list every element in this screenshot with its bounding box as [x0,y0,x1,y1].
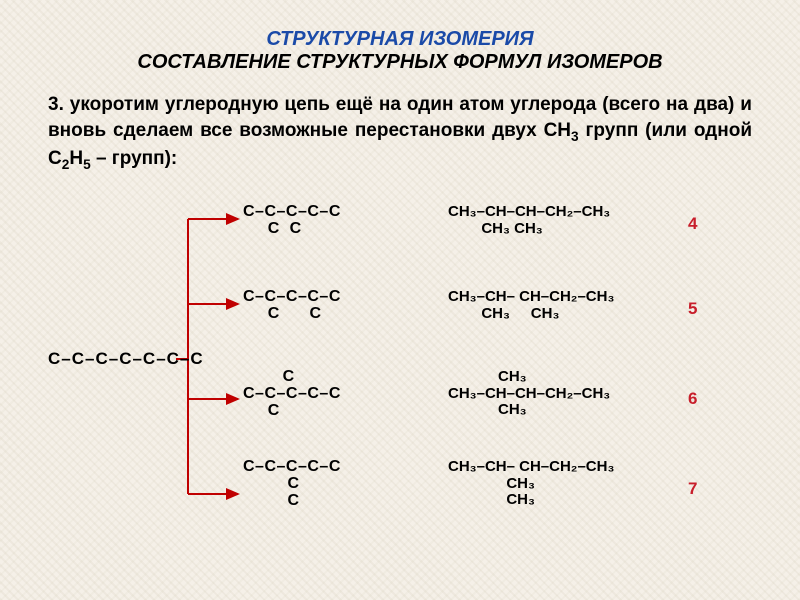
skeleton-2: C–C–C–C–C C C [243,289,341,323]
arrow-svg [48,194,800,554]
formula-1: CH₃–CH–CH–CH₂–CH₃ CH₃ CH₃ [448,204,610,237]
body-mid2: H [69,148,83,169]
skeleton-1: C–C–C–C–C C C [243,204,341,238]
skeleton-3: C C–C–C–C–C C [243,369,341,419]
formula-3: CH₃ CH₃–CH–CH–CH₂–CH₃ CH₃ [448,369,610,419]
body-paragraph: 3. укоротим углеродную цепь ещё на один … [48,92,752,174]
isomer-number-4: 4 [688,214,697,234]
title-block: СТРУКТУРНАЯ ИЗОМЕРИЯ СОСТАВЛЕНИЕ СТРУКТУ… [48,28,752,74]
diagram-area: C–C–C–C–C–C–C C–C–C–C–C C C C–C–C–C–C C … [48,194,752,534]
formula-2: CH₃–CH– CH–CH₂–CH₃ CH₃ CH₃ [448,289,614,322]
isomer-number-7: 7 [688,479,697,499]
body-sub1: 3 [571,128,579,143]
body-sub3: 5 [83,157,91,172]
title-line1: СТРУКТУРНАЯ ИЗОМЕРИЯ [48,28,752,51]
title-line2: СОСТАВЛЕНИЕ СТРУКТУРНЫХ ФОРМУЛ ИЗОМЕРОВ [48,51,752,74]
skeleton-4: C–C–C–C–C C C [243,459,341,509]
isomer-number-6: 6 [688,389,697,409]
formula-4: CH₃–CH– CH–CH₂–CH₃ CH₃ CH₃ [448,459,614,509]
isomer-number-5: 5 [688,299,697,319]
body-suffix: – групп): [91,148,178,169]
root-chain: C–C–C–C–C–C–C [48,349,204,369]
